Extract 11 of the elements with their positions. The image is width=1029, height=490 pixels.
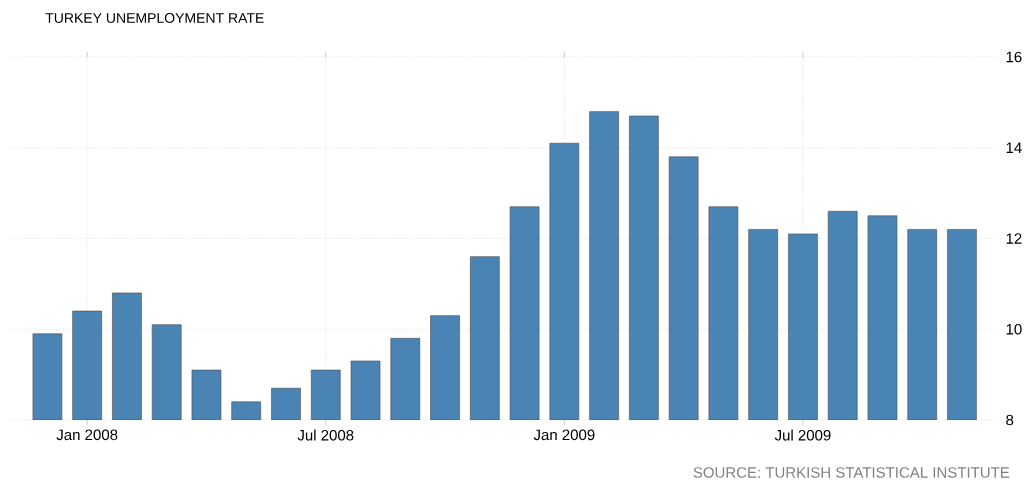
x-tick-label: Jan 2008 [56, 429, 118, 441]
x-tick-label: Jan 2009 [533, 429, 595, 441]
source-note: SOURCE: TURKISH STATISTICAL INSTITUTE [693, 467, 1010, 478]
y-tick-label: 14 [1006, 142, 1022, 153]
y-tick-label: 16 [1006, 51, 1022, 63]
x-tick-label: Jul 2009 [774, 429, 831, 441]
x-tick-label: Jul 2008 [297, 429, 354, 441]
chart-title: TURKEY UNEMPLOYMENT RATE [45, 13, 264, 23]
y-tick-label: 8 [1006, 414, 1014, 426]
y-tick-label: 10 [1006, 323, 1022, 335]
y-tick-label: 12 [1006, 233, 1022, 244]
